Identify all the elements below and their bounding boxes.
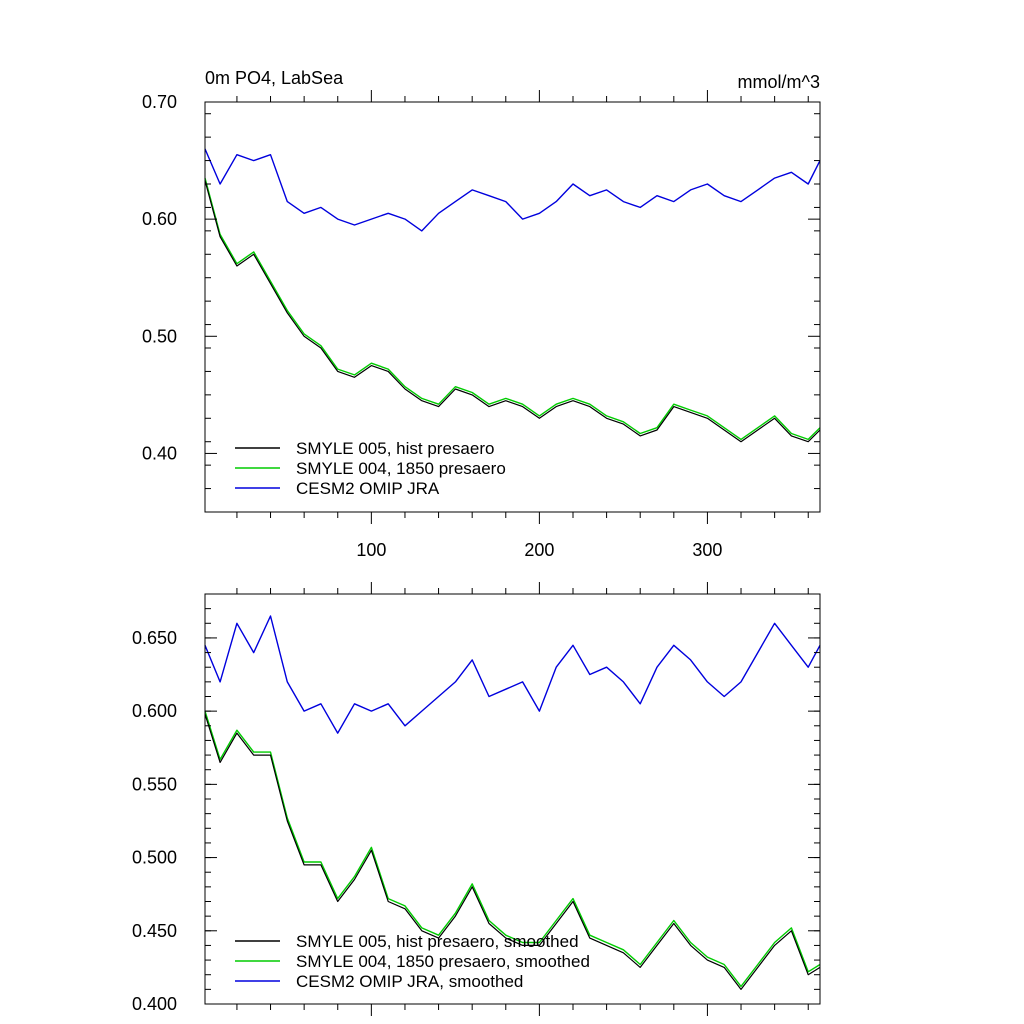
- bottom-legend: SMYLE 005, hist presaero, smoothedSMYLE …: [235, 932, 590, 991]
- series-line-2: [204, 148, 821, 232]
- y-tick-label: 0.450: [132, 921, 177, 941]
- x-tick-label: 100: [356, 540, 386, 560]
- y-tick-label: 0.550: [132, 774, 177, 794]
- y-tick-label: 0.50: [142, 326, 177, 346]
- x-tick-label: 200: [524, 540, 554, 560]
- bottom-series-layer: [204, 615, 821, 991]
- top-series-layer: [204, 148, 821, 443]
- x-tick-label: 300: [692, 540, 722, 560]
- bottom-ticks-layer: 0.400 0.450 0.500 0.550 0.600 0.650: [132, 582, 820, 1016]
- y-tick-label: 0.600: [132, 701, 177, 721]
- bottom-panel: 0.400 0.450 0.500 0.550 0.600 0.650 SMYLE 005…: [132, 582, 821, 1016]
- series-line-2: [204, 615, 821, 734]
- y-tick-label: 0.500: [132, 848, 177, 868]
- legend-label-2: CESM2 OMIP JRA: [296, 479, 440, 498]
- top-plot-frame: [204, 101, 821, 513]
- y-tick-label: 0.70: [142, 92, 177, 112]
- legend-label-1: SMYLE 004, 1850 presaero: [296, 459, 506, 478]
- series-line-1: [204, 710, 821, 988]
- top-panel: 0m PO4, LabSea mmol/m^3 0.40 0.50 0.60 0.70…: [142, 68, 821, 560]
- top-ticks-layer: 0.40 0.50 0.60 0.70 100 200 300: [142, 90, 820, 560]
- top-panel-title: 0m PO4, LabSea: [205, 68, 344, 88]
- series-line-1: [204, 177, 821, 441]
- legend-label-0: SMYLE 005, hist presaero: [296, 439, 494, 458]
- top-panel-units: mmol/m^3: [738, 72, 820, 92]
- series-line-0: [204, 180, 821, 443]
- y-tick-label: 0.650: [132, 628, 177, 648]
- series-line-0: [204, 713, 821, 991]
- legend-label-0: SMYLE 005, hist presaero, smoothed: [296, 932, 579, 951]
- y-tick-label: 0.40: [142, 443, 177, 463]
- legend-label-1: SMYLE 004, 1850 presaero, smoothed: [296, 952, 590, 971]
- y-tick-label: 0.400: [132, 994, 177, 1014]
- legend-label-2: CESM2 OMIP JRA, smoothed: [296, 972, 523, 991]
- y-tick-label: 0.60: [142, 209, 177, 229]
